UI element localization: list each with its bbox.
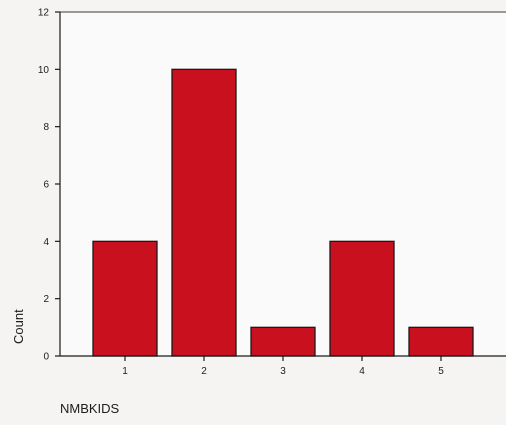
bar-4 bbox=[329, 240, 395, 357]
y-tick-label: 6 bbox=[43, 180, 49, 191]
y-tick-label: 0 bbox=[43, 352, 49, 363]
y-tick-label: 2 bbox=[43, 294, 49, 305]
x-axis-label: NMBKIDS bbox=[60, 401, 120, 416]
bar-3 bbox=[250, 326, 316, 357]
x-tick-label-1: 1 bbox=[122, 366, 128, 377]
y-axis-label: Count bbox=[11, 309, 26, 344]
y-tick-label: 4 bbox=[43, 237, 49, 248]
bar-1 bbox=[92, 240, 158, 357]
y-tick-label: 12 bbox=[38, 8, 50, 19]
y-tick-label: 10 bbox=[38, 65, 50, 76]
bar-5 bbox=[408, 326, 474, 357]
x-ticks-layer: 1 2 3 4 5 bbox=[122, 356, 444, 377]
bar-2 bbox=[171, 68, 237, 357]
x-tick-label-3: 3 bbox=[280, 366, 286, 377]
y-tick-label: 8 bbox=[43, 122, 49, 133]
y-ticks-layer: 0 2 4 6 8 10 12 bbox=[38, 8, 60, 363]
x-tick-label-5: 5 bbox=[438, 366, 444, 377]
x-tick-label-2: 2 bbox=[201, 366, 207, 377]
x-tick-label-4: 4 bbox=[359, 366, 365, 377]
